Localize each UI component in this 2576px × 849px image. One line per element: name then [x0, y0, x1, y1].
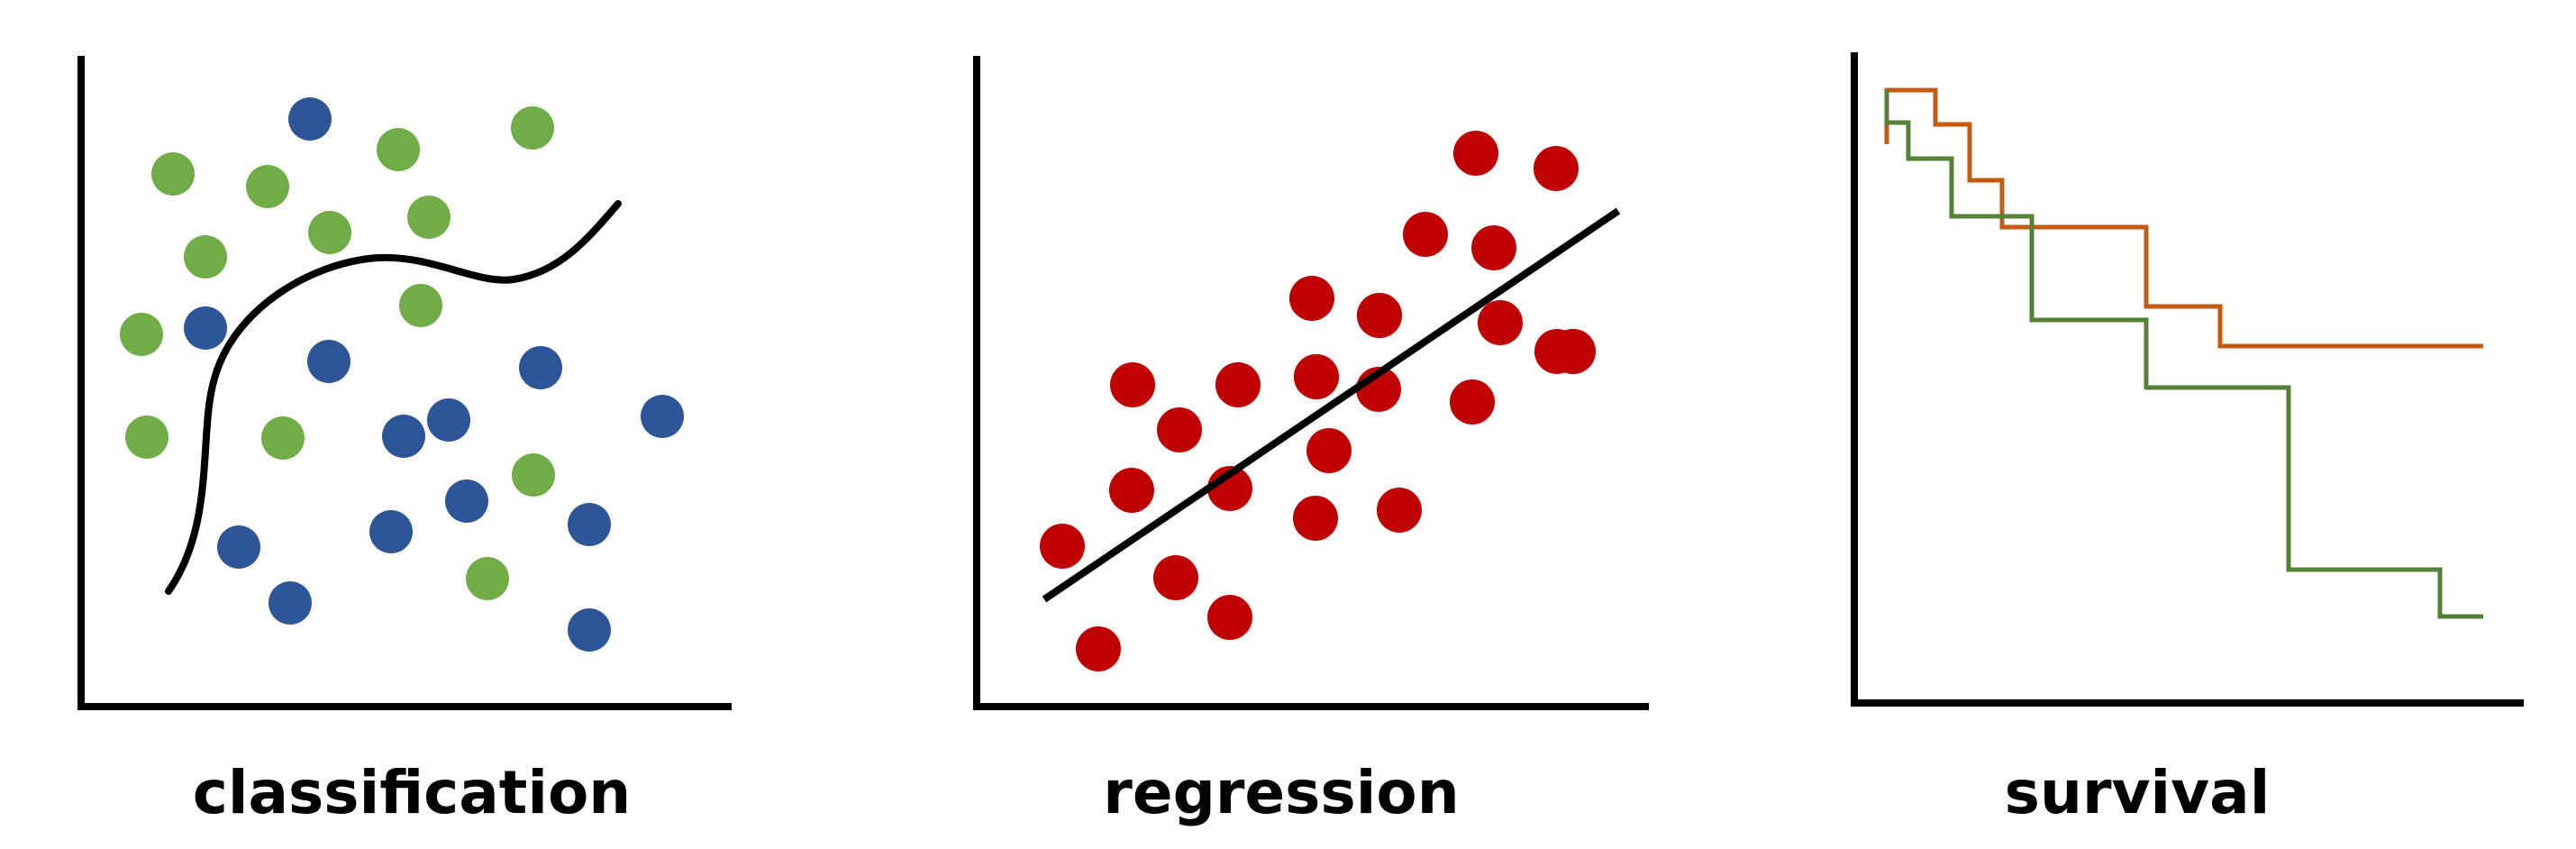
- blue-class-point: [269, 581, 312, 625]
- survival-panel: survival: [1851, 52, 2524, 827]
- blue-class-point: [382, 415, 425, 458]
- regression-points: [1040, 131, 1596, 671]
- classification-points: [120, 97, 684, 652]
- regression-point: [1289, 276, 1334, 321]
- regression-point: [1534, 146, 1579, 191]
- blue-class-point: [184, 306, 227, 350]
- regression-point: [1471, 225, 1516, 270]
- green-class-point: [246, 165, 289, 208]
- regression-point: [1403, 212, 1448, 257]
- blue-class-point: [568, 503, 611, 546]
- blue-class-point: [217, 525, 260, 569]
- survival-curve-green: [1884, 90, 2483, 619]
- regression-point: [1109, 468, 1154, 513]
- blue-class-point: [445, 479, 488, 523]
- decision-boundary: [165, 200, 622, 595]
- regression-point: [1478, 300, 1523, 345]
- regression-point: [1215, 362, 1261, 407]
- regression-point: [1153, 555, 1198, 600]
- blue-class-point: [427, 398, 470, 442]
- green-class-point: [308, 211, 351, 254]
- green-class-point: [399, 284, 442, 327]
- panel-label-classification: classification: [193, 758, 632, 827]
- regression-point: [1377, 488, 1422, 533]
- regression-point: [1207, 595, 1252, 640]
- green-class-point: [511, 106, 554, 150]
- blue-class-point: [307, 340, 350, 383]
- survival-curve-orange: [1884, 87, 2483, 349]
- green-class-point: [261, 416, 305, 460]
- green-class-point: [466, 557, 509, 600]
- panel-label-regression: regression: [1103, 758, 1459, 827]
- regression-point: [1076, 626, 1121, 671]
- green-class-point: [377, 128, 420, 171]
- blue-class-point: [641, 395, 684, 438]
- regression-point: [1357, 293, 1402, 338]
- blue-class-point: [568, 608, 611, 652]
- regression-point: [1293, 496, 1338, 541]
- blue-class-point: [288, 97, 332, 141]
- green-class-point: [125, 415, 168, 459]
- blue-class-point: [369, 510, 413, 553]
- regression-point: [1110, 362, 1155, 407]
- green-class-point: [151, 152, 195, 196]
- green-class-point: [184, 235, 227, 278]
- regression-point: [1551, 329, 1596, 374]
- regression-panel: regression: [973, 56, 1649, 827]
- regression-point: [1453, 131, 1498, 176]
- regression-point: [1306, 428, 1352, 473]
- regression-point: [1157, 407, 1202, 452]
- regression-point: [1040, 524, 1085, 569]
- green-class-point: [512, 453, 555, 497]
- regression-point: [1450, 379, 1495, 424]
- green-class-point: [407, 196, 451, 239]
- panel-label-survival: survival: [2005, 758, 2271, 827]
- regression-point: [1294, 354, 1339, 399]
- green-class-point: [120, 313, 163, 356]
- regression-fit-line: [1042, 207, 1621, 603]
- blue-class-point: [519, 346, 562, 389]
- classification-panel: classification: [77, 56, 732, 827]
